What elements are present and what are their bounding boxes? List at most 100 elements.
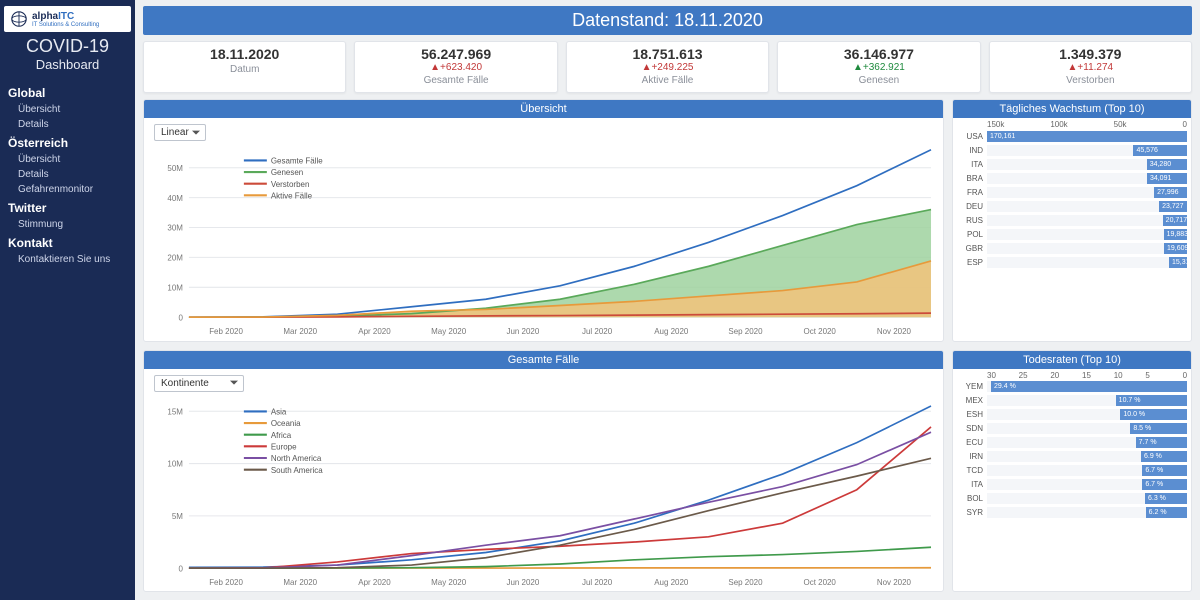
bar-track: 10.0 % [987, 409, 1187, 420]
kpi-value: 36.146.977 [778, 46, 979, 62]
bar-label: BRA [957, 174, 983, 183]
svg-text:May 2020: May 2020 [431, 577, 466, 586]
nav-item[interactable]: Stimmung [0, 217, 135, 232]
svg-text:Feb 2020: Feb 2020 [209, 577, 243, 586]
bar-fill: 170,161 [987, 131, 1187, 142]
kpi-delta: ▲+623.420 [355, 62, 556, 73]
bar-row: GBR 19,609 [957, 241, 1187, 255]
bar-track: 23,727 [987, 201, 1187, 212]
svg-text:South America: South America [271, 465, 323, 474]
nav-item[interactable]: Details [0, 117, 135, 132]
deathrate-axis: 302520151050 [953, 369, 1191, 380]
nav-item[interactable]: Details [0, 167, 135, 182]
bar-fill: 10.0 % [1120, 409, 1187, 420]
app-subtitle: Dashboard [0, 57, 135, 72]
bar-fill: 34,280 [1147, 159, 1187, 170]
nav-head-global[interactable]: Global [0, 82, 135, 102]
kpi-delta: ▲+362.921 [778, 62, 979, 73]
nav-head-kontakt[interactable]: Kontakt [0, 232, 135, 252]
kpi-card: 18.11.2020 Datum [143, 41, 346, 93]
svg-text:Nov 2020: Nov 2020 [877, 577, 912, 586]
overview-scale-select[interactable]: Linear [154, 124, 206, 141]
svg-text:Oct 2020: Oct 2020 [804, 577, 837, 586]
kpi-label: Genesen [778, 75, 979, 86]
app-title: COVID-19 [0, 36, 135, 57]
axis-tick: 15 [1082, 371, 1114, 380]
bar-label: MEX [957, 396, 983, 405]
bar-row: YEM 29.4 % [957, 380, 1187, 394]
svg-text:Jul 2020: Jul 2020 [582, 577, 613, 586]
bar-row: ESP 15,318 [957, 255, 1187, 269]
svg-text:10M: 10M [167, 459, 183, 468]
globe-icon [10, 10, 28, 28]
axis-tick: 100k [1050, 120, 1113, 129]
brand-name: alpha [32, 11, 58, 22]
bar-track: 10.7 % [987, 395, 1187, 406]
bar-fill: 19,609 [1164, 243, 1187, 254]
bar-label: FRA [957, 188, 983, 197]
nav-item[interactable]: Übersicht [0, 152, 135, 167]
bar-label: IND [957, 146, 983, 155]
nav-head-twitter[interactable]: Twitter [0, 197, 135, 217]
bar-fill: 7.7 % [1136, 437, 1187, 448]
bar-label: GBR [957, 244, 983, 253]
bar-fill: 23,727 [1159, 201, 1187, 212]
bar-track: 6.2 % [987, 507, 1187, 518]
kpi-row: 18.11.2020Datum56.247.969▲+623.420Gesamt… [143, 41, 1192, 93]
svg-text:May 2020: May 2020 [431, 327, 466, 336]
deathrate-bars: YEM 29.4 % MEX 10.7 % ESH 10.0 % SDN 8.5… [953, 380, 1191, 524]
bar-fill: 6.7 % [1142, 479, 1187, 490]
bar-track: 8.5 % [987, 423, 1187, 434]
bar-row: ESH 10.0 % [957, 408, 1187, 422]
svg-text:40M: 40M [167, 194, 183, 203]
bar-track: 7.7 % [987, 437, 1187, 448]
kpi-label: Datum [144, 64, 345, 75]
kpi-card: 1.349.379▲+11.274Verstorben [989, 41, 1192, 93]
continents-select[interactable]: Kontinente [154, 375, 244, 392]
nav-item[interactable]: Gefahrenmonitor [0, 182, 135, 197]
nav-item[interactable]: Übersicht [0, 102, 135, 117]
svg-text:0: 0 [179, 564, 184, 573]
axis-tick: 0 [1177, 371, 1187, 380]
kpi-label: Verstorben [990, 75, 1191, 86]
svg-text:30M: 30M [167, 223, 183, 232]
bar-track: 19,609 [987, 243, 1187, 254]
bar-track: 6.9 % [987, 451, 1187, 462]
overview-chart: 010M20M30M40M50MFeb 2020Mar 2020Apr 2020… [144, 118, 943, 341]
svg-text:50M: 50M [167, 164, 183, 173]
bar-label: DEU [957, 202, 983, 211]
brand-suffix: ITC [58, 11, 74, 22]
svg-text:Nov 2020: Nov 2020 [877, 327, 912, 336]
bar-label: ESH [957, 410, 983, 419]
bar-track: 6.7 % [987, 465, 1187, 476]
bar-row: ITA 34,280 [957, 157, 1187, 171]
kpi-value: 18.11.2020 [144, 46, 345, 62]
nav-head-österreich[interactable]: Österreich [0, 132, 135, 152]
kpi-label: Gesamte Fälle [355, 75, 556, 86]
bar-fill: 8.5 % [1130, 423, 1187, 434]
kpi-value: 1.349.379 [990, 46, 1191, 62]
deathrate-title: Todesraten (Top 10) [953, 351, 1191, 369]
svg-text:Oct 2020: Oct 2020 [804, 327, 837, 336]
overview-title: Übersicht [144, 100, 943, 118]
growth-axis: 150k100k50k0 [953, 118, 1191, 129]
svg-text:North America: North America [271, 453, 322, 462]
bar-track: 27,996 [987, 187, 1187, 198]
kpi-card: 18.751.613▲+249.225Aktive Fälle [566, 41, 769, 93]
growth-title: Tägliches Wachstum (Top 10) [953, 100, 1191, 118]
bar-fill: 19,883 [1164, 229, 1187, 240]
svg-text:Asia: Asia [271, 407, 287, 416]
bar-label: POL [957, 230, 983, 239]
panel-grid: Übersicht Linear 010M20M30M40M50MFeb 202… [143, 99, 1192, 592]
continents-title: Gesamte Fälle [144, 351, 943, 369]
svg-text:Feb 2020: Feb 2020 [209, 327, 243, 336]
axis-tick: 5 [1145, 371, 1177, 380]
bar-track: 15,318 [987, 257, 1187, 268]
bar-label: RUS [957, 216, 983, 225]
svg-text:Genesen: Genesen [271, 168, 304, 177]
bar-label: ESP [957, 258, 983, 267]
bar-row: BRA 34,091 [957, 171, 1187, 185]
svg-text:Verstorben: Verstorben [271, 180, 310, 189]
svg-text:Jun 2020: Jun 2020 [506, 327, 539, 336]
nav-item[interactable]: Kontaktieren Sie uns [0, 252, 135, 267]
